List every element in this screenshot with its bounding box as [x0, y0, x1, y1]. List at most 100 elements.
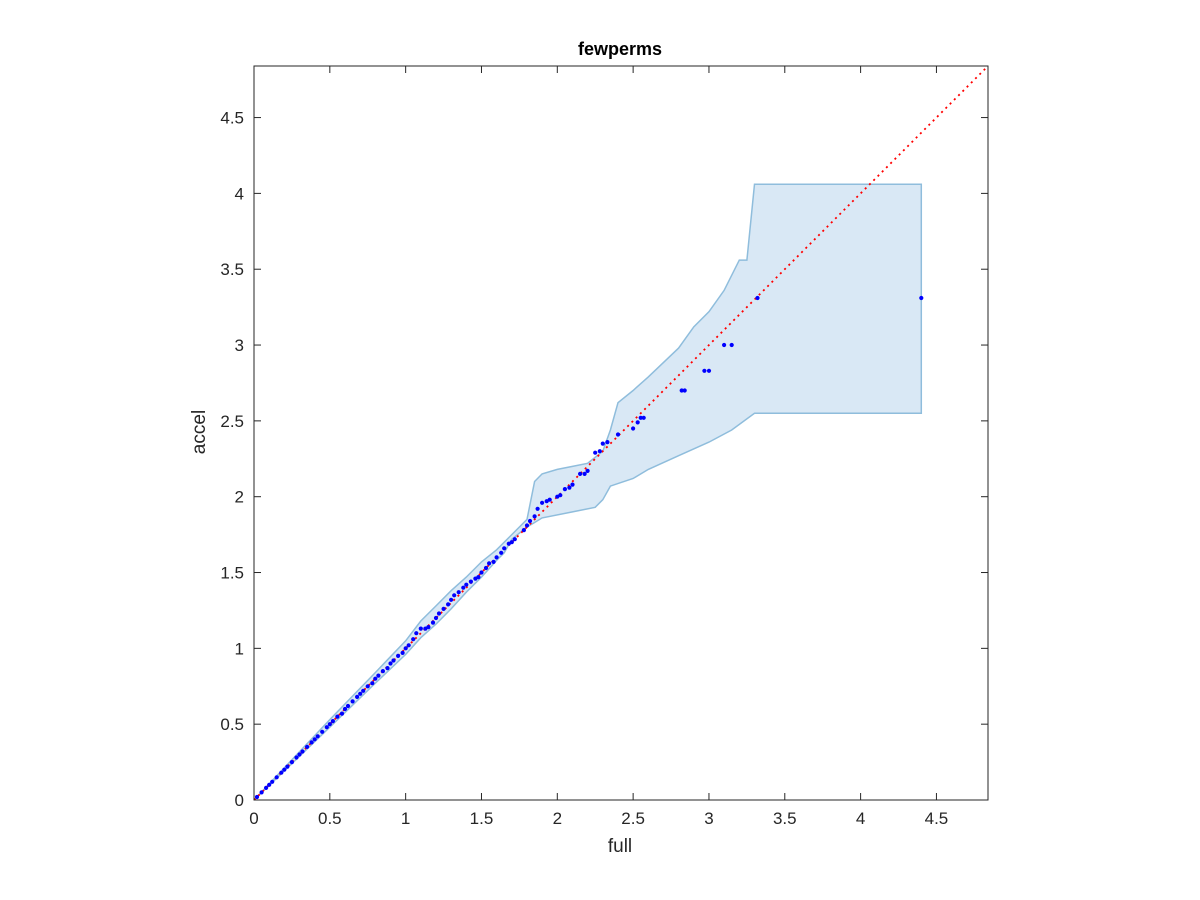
data-point — [320, 729, 325, 734]
data-point — [345, 703, 351, 709]
data-point — [350, 699, 355, 704]
data-point — [582, 471, 587, 476]
data-point — [512, 537, 517, 542]
y-tick-label: 1.5 — [220, 564, 244, 583]
x-tick-label: 1 — [401, 809, 410, 828]
data-point — [388, 661, 393, 666]
data-point — [361, 688, 366, 693]
data-point — [452, 593, 457, 598]
chart-title: fewperms — [578, 39, 662, 59]
data-point — [365, 684, 370, 689]
data-point — [376, 673, 381, 678]
data-point — [403, 646, 408, 651]
data-point — [279, 770, 284, 775]
data-point — [441, 606, 446, 612]
data-point — [339, 711, 345, 716]
reference-line — [253, 65, 989, 801]
data-point — [702, 368, 707, 373]
data-point — [414, 631, 419, 636]
y-tick-label: 1 — [235, 639, 244, 658]
data-point — [479, 570, 484, 575]
data-point — [706, 368, 712, 373]
data-point — [411, 637, 416, 642]
data-point — [631, 426, 636, 431]
data-point — [396, 653, 401, 659]
confidence-band — [253, 183, 923, 801]
data-point — [464, 582, 469, 587]
y-tick-label: 3 — [235, 336, 244, 355]
y-tick-label: 4.5 — [220, 109, 244, 128]
data-point — [597, 449, 602, 454]
data-point — [722, 342, 727, 348]
data-point — [285, 764, 290, 769]
data-point — [483, 565, 489, 571]
data-point — [567, 485, 572, 490]
data-point — [297, 752, 302, 757]
data-point — [521, 528, 527, 533]
data-point — [494, 555, 499, 560]
y-tick-label: 0.5 — [220, 715, 244, 734]
x-tick-label: 3 — [704, 809, 713, 828]
y-tick-label: 3.5 — [220, 260, 244, 279]
x-tick-label: 4.5 — [925, 809, 949, 828]
data-point — [355, 694, 360, 700]
data-point — [274, 775, 279, 780]
data-point — [436, 611, 442, 616]
data-point — [300, 749, 305, 754]
x-tick-label: 1.5 — [470, 809, 494, 828]
data-point — [342, 706, 348, 712]
y-tick-label: 0 — [235, 791, 244, 810]
y-tick-label: 2.5 — [220, 412, 244, 431]
data-point — [294, 755, 299, 760]
data-point — [335, 714, 340, 719]
data-point — [391, 658, 396, 663]
data-point — [456, 590, 461, 595]
data-point — [373, 676, 378, 681]
data-point — [578, 471, 583, 476]
data-point — [327, 722, 332, 727]
data-point — [461, 585, 466, 590]
data-point — [400, 650, 405, 656]
data-point — [635, 420, 640, 425]
data-point — [476, 575, 481, 580]
data-point — [527, 518, 533, 524]
y-tick-label: 4 — [235, 184, 244, 203]
data-point — [532, 514, 537, 519]
data-point — [641, 415, 646, 420]
x-tick-label: 4 — [856, 809, 865, 828]
data-point — [679, 388, 684, 393]
data-point — [358, 691, 363, 696]
y-axis-label: accel — [189, 410, 210, 454]
x-tick-label: 2.5 — [621, 809, 645, 828]
data-point — [315, 734, 320, 739]
data-point — [289, 760, 294, 765]
data-point — [468, 579, 473, 584]
data-point — [919, 295, 924, 301]
data-point — [385, 666, 390, 671]
data-point — [600, 441, 605, 446]
data-point — [593, 450, 598, 455]
data-point — [270, 779, 275, 784]
data-point — [540, 500, 545, 505]
data-point — [487, 561, 492, 566]
data-point — [682, 388, 687, 393]
data-point — [509, 540, 514, 545]
x-tick-label: 3.5 — [773, 809, 797, 828]
data-point — [380, 669, 385, 674]
plot-area — [253, 65, 989, 801]
data-point — [324, 725, 329, 730]
data-point — [615, 432, 621, 437]
data-point — [585, 468, 590, 473]
data-point — [502, 546, 507, 551]
x-axis-label: full — [608, 836, 632, 857]
data-point — [330, 719, 335, 724]
data-point — [282, 767, 287, 772]
data-point — [524, 523, 530, 528]
data-point — [305, 744, 310, 750]
data-point — [535, 506, 540, 511]
data-point — [729, 342, 734, 348]
data-point — [254, 794, 260, 800]
data-point — [430, 620, 436, 625]
data-point — [605, 440, 610, 445]
